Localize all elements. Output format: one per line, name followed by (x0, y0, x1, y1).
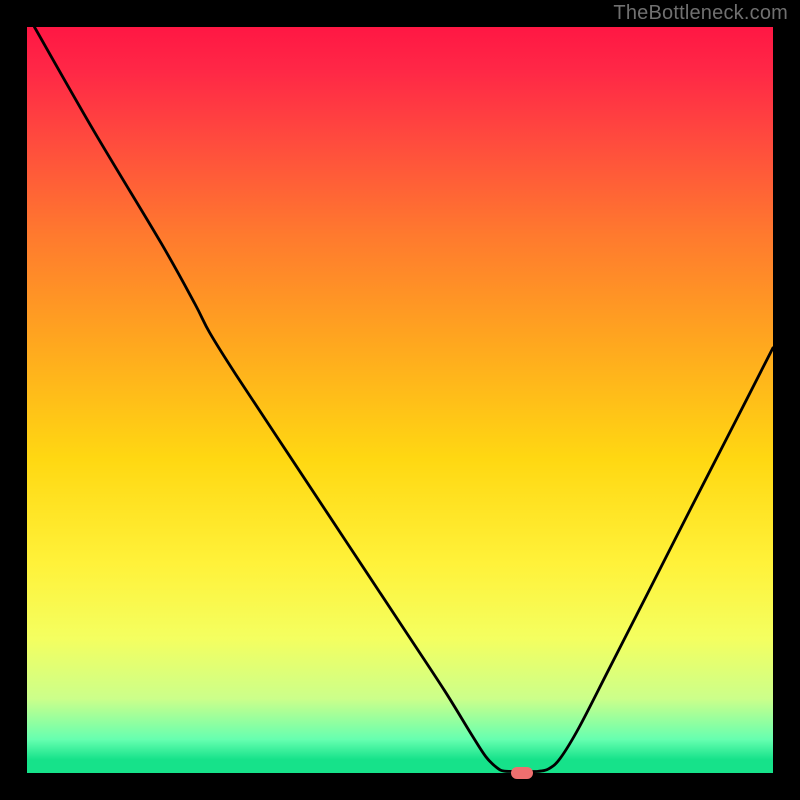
plot-area (27, 27, 773, 773)
watermark-text: TheBottleneck.com (613, 2, 788, 25)
chart-frame: TheBottleneck.com (0, 0, 800, 800)
gradient-background (27, 27, 773, 773)
minimum-marker (511, 767, 533, 779)
